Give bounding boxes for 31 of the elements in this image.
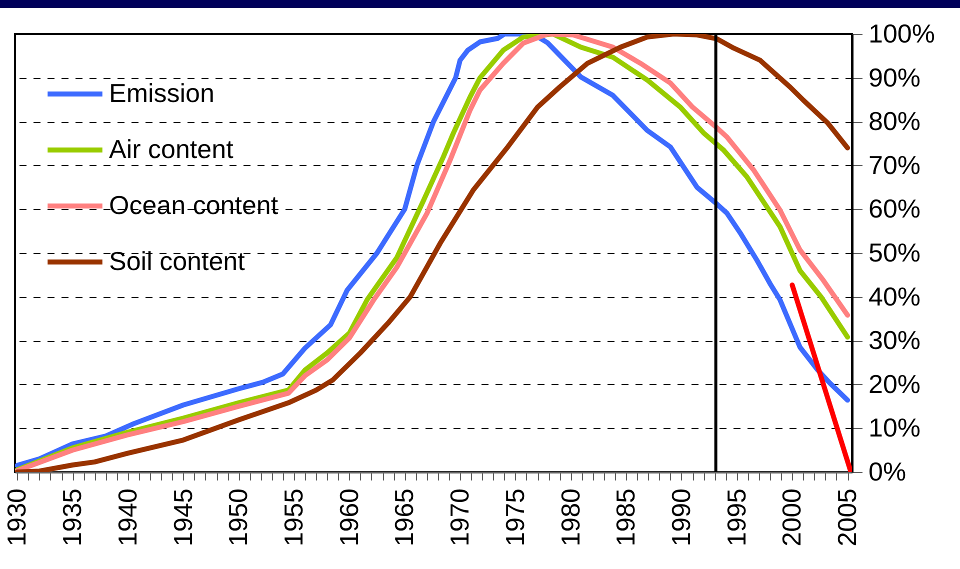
legend-label: Air content bbox=[109, 134, 234, 164]
y-tick-label: 30% bbox=[868, 325, 921, 356]
y-tick-label: 70% bbox=[868, 150, 921, 180]
y-tick-label: 100% bbox=[868, 18, 935, 48]
y-tick-label: 0% bbox=[868, 456, 906, 486]
y-tick-label: 10% bbox=[868, 412, 921, 443]
x-tick-label: 1965 bbox=[389, 488, 420, 546]
y-tick-label: 40% bbox=[868, 281, 921, 312]
x-tick-label: 2005 bbox=[832, 488, 862, 546]
x-tick-label: 1980 bbox=[555, 488, 586, 546]
x-tick-label: 1990 bbox=[666, 488, 696, 546]
x-tick-label: 1930 bbox=[2, 488, 32, 546]
y-tick-label: 80% bbox=[868, 106, 921, 136]
x-tick-label: 2000 bbox=[776, 488, 807, 546]
x-tick-label: 1940 bbox=[112, 488, 142, 546]
y-tick-label: 50% bbox=[868, 238, 921, 268]
y-tick-label: 90% bbox=[868, 62, 921, 92]
x-tick-label: 1995 bbox=[721, 488, 752, 546]
x-tick-label: 1950 bbox=[223, 488, 254, 546]
x-tick-label: 1975 bbox=[500, 488, 530, 546]
legend-label: Soil content bbox=[109, 246, 246, 276]
y-tick-label: 20% bbox=[868, 368, 921, 399]
legend-label: Ocean content bbox=[109, 190, 279, 220]
x-tick-label: 1985 bbox=[610, 488, 641, 546]
legend-label: Emission bbox=[109, 78, 214, 108]
x-tick-label: 1960 bbox=[334, 488, 364, 546]
x-tick-label: 1955 bbox=[278, 488, 308, 546]
y-tick-label: 60% bbox=[868, 194, 921, 224]
x-tick-label: 1970 bbox=[444, 488, 475, 546]
x-tick-label: 1945 bbox=[168, 488, 198, 546]
x-tick-label: 1935 bbox=[57, 488, 88, 546]
